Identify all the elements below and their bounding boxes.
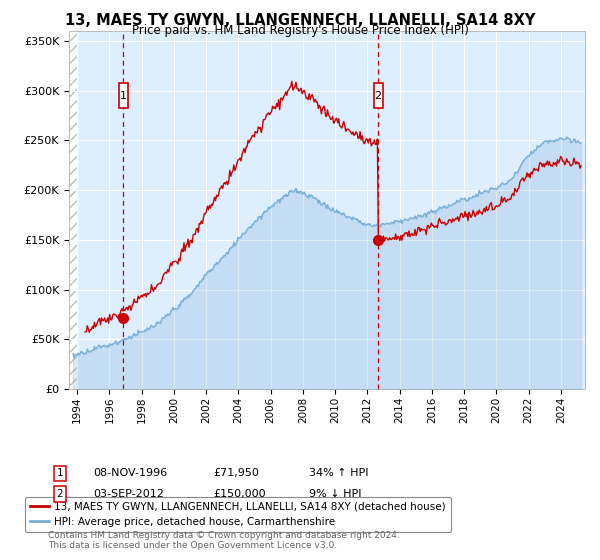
Text: 34% ↑ HPI: 34% ↑ HPI — [309, 468, 368, 478]
Text: £150,000: £150,000 — [213, 489, 266, 499]
Text: 2: 2 — [374, 91, 382, 100]
Text: 9% ↓ HPI: 9% ↓ HPI — [309, 489, 361, 499]
Text: 2: 2 — [56, 489, 64, 499]
Text: 1: 1 — [56, 468, 64, 478]
Legend: 13, MAES TY GWYN, LLANGENNECH, LLANELLI, SA14 8XY (detached house), HPI: Average: 13, MAES TY GWYN, LLANGENNECH, LLANELLI,… — [25, 497, 451, 532]
Text: Contains HM Land Registry data © Crown copyright and database right 2024.
This d: Contains HM Land Registry data © Crown c… — [48, 530, 400, 550]
Bar — [69, 31, 77, 389]
Text: £71,950: £71,950 — [213, 468, 259, 478]
Text: Price paid vs. HM Land Registry's House Price Index (HPI): Price paid vs. HM Land Registry's House … — [131, 24, 469, 37]
Text: 1: 1 — [119, 91, 127, 100]
Bar — [69, 31, 77, 389]
Text: 08-NOV-1996: 08-NOV-1996 — [93, 468, 167, 478]
Text: 13, MAES TY GWYN, LLANGENNECH, LLANELLI, SA14 8XY: 13, MAES TY GWYN, LLANGENNECH, LLANELLI,… — [65, 13, 535, 28]
FancyBboxPatch shape — [119, 82, 128, 109]
FancyBboxPatch shape — [374, 82, 383, 109]
Text: 03-SEP-2012: 03-SEP-2012 — [93, 489, 164, 499]
